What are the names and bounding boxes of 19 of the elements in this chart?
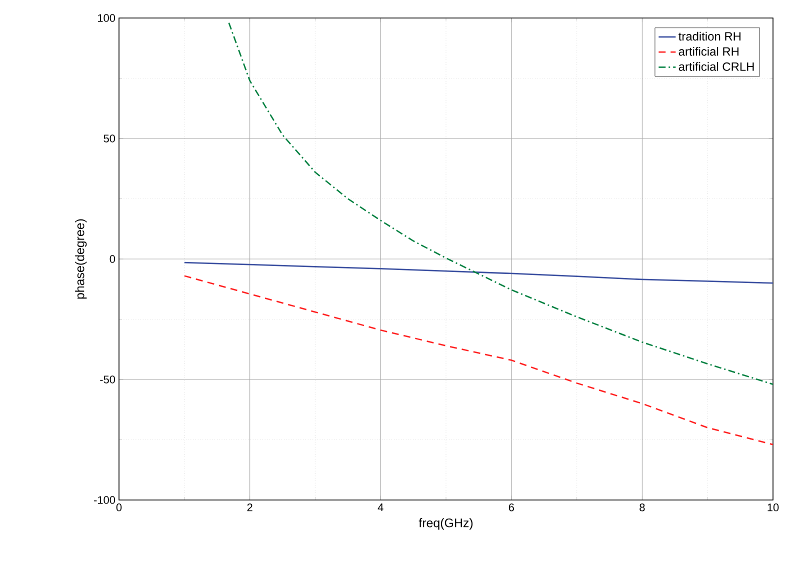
x-axis-title: freq(GHz) <box>418 518 473 530</box>
x-tick-label: 0 <box>116 504 122 512</box>
y-tick-label: -50 <box>100 376 116 384</box>
y-tick-label: 0 <box>110 255 116 263</box>
y-tick-label: -100 <box>94 496 116 504</box>
legend-label: artificial CRLH <box>678 62 754 71</box>
x-tick-label: 4 <box>378 504 384 512</box>
legend-label: artificial RH <box>678 46 738 56</box>
line-series <box>228 22 774 386</box>
y-tick-label: 50 <box>104 134 116 142</box>
line-series <box>184 262 774 284</box>
x-tick-label: 8 <box>640 504 645 512</box>
x-tick-label: 6 <box>508 504 514 512</box>
line-series <box>184 275 774 446</box>
legend-label: tradition RH <box>678 32 740 41</box>
y-tick-label: 100 <box>98 14 116 22</box>
x-tick-label: 2 <box>247 504 252 512</box>
y-axis-title: phase(degree) <box>75 219 87 299</box>
x-tick-label: 10 <box>768 504 779 512</box>
